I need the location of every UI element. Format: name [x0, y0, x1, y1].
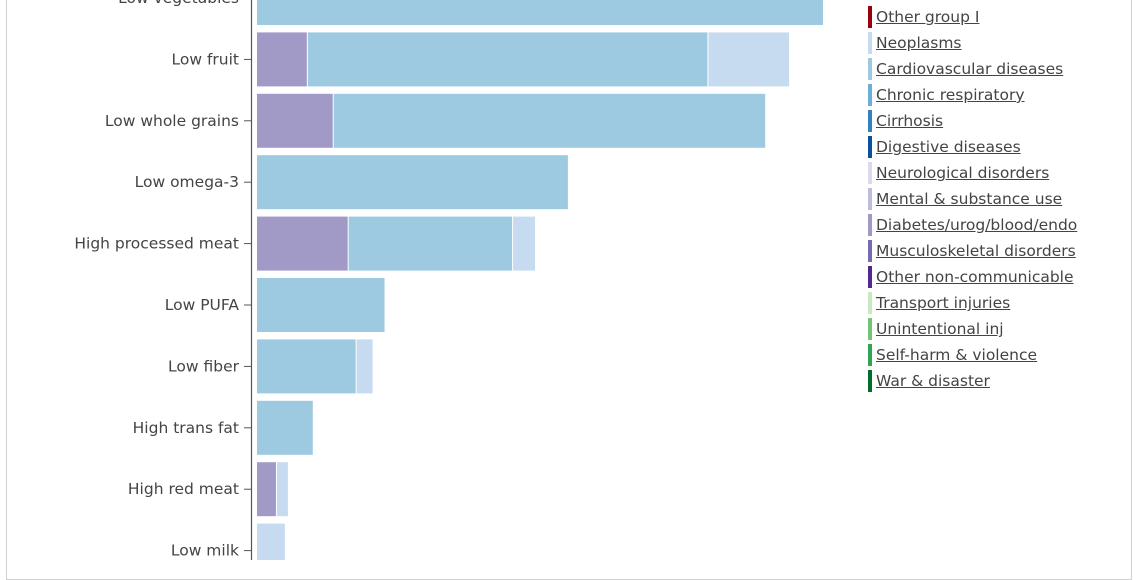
bar-low-milk-neoplasms[interactable]: [257, 523, 285, 560]
bar-low-fiber-cardiovascular-diseases[interactable]: [257, 339, 356, 394]
y-tick-label-low-omega-3: Low omega-3: [135, 173, 239, 191]
legend-swatch: [868, 110, 872, 132]
bar-high-red-meat-diabetes-urog-blood-endo[interactable]: [257, 462, 276, 517]
y-tick-label-low-fiber: Low fiber: [168, 357, 240, 375]
legend-item-other-group-i[interactable]: Other group I: [868, 4, 1077, 30]
legend-item-neurological-disorders[interactable]: Neurological disorders: [868, 160, 1077, 186]
bar-high-processed-meat-diabetes-urog-blood-endo[interactable]: [257, 216, 348, 271]
legend-item-other-non-communicable[interactable]: Other non-communicable: [868, 264, 1077, 290]
legend-label[interactable]: Other non-communicable: [876, 268, 1074, 286]
bar-low-pufa-cardiovascular-diseases[interactable]: [257, 278, 385, 332]
bar-low-fruit-neoplasms[interactable]: [708, 32, 790, 87]
y-tick-label-high-red-meat: High red meat: [128, 480, 239, 498]
legend-label[interactable]: Cirrhosis: [876, 112, 944, 130]
bars-group: [257, 0, 824, 560]
legend-label[interactable]: Neurological disorders: [876, 164, 1050, 182]
legend-item-chronic-respiratory[interactable]: Chronic respiratory: [868, 82, 1077, 108]
legend-label[interactable]: Transport injuries: [876, 294, 1011, 312]
y-tick-label-low-fruit: Low fruit: [172, 50, 240, 68]
y-tick-label-low-milk: Low milk: [171, 542, 239, 560]
legend-swatch: [868, 136, 872, 158]
legend-label[interactable]: Chronic respiratory: [876, 86, 1025, 104]
legend-label[interactable]: Unintentional inj: [876, 320, 1004, 338]
legend-label[interactable]: Self-harm & violence: [876, 346, 1038, 364]
legend-swatch: [868, 240, 872, 262]
legend-swatch: [868, 292, 872, 314]
legend-swatch: [868, 266, 872, 288]
legend-item-neoplasms[interactable]: Neoplasms: [868, 30, 1077, 56]
legend-item-digestive-diseases[interactable]: Digestive diseases: [868, 134, 1077, 160]
y-tick-label-low-whole-grains: Low whole grains: [105, 112, 239, 130]
bar-low-omega-3-cardiovascular-diseases[interactable]: [257, 155, 568, 210]
bar-chart: Low vegetables Low fruit Low whole grains L…: [74, 0, 824, 560]
legend-item-war-disaster[interactable]: War & disaster: [868, 368, 1077, 394]
bar-high-processed-meat-cardiovascular-diseases[interactable]: [348, 216, 513, 271]
legend-label[interactable]: Digestive diseases: [876, 138, 1021, 156]
legend-swatch: [868, 6, 872, 28]
y-ticks-group: Low vegetables Low fruit Low whole grains L…: [74, 0, 251, 560]
bar-low-vegetables-cardiovascular-diseases[interactable]: [257, 0, 824, 25]
legend-item-musculoskeletal-disorders[interactable]: Musculoskeletal disorders: [868, 238, 1077, 264]
y-tick-label-high-trans-fat: High trans fat: [133, 419, 239, 437]
legend-item-cardiovascular-diseases[interactable]: Cardiovascular diseases: [868, 56, 1077, 82]
legend-swatch: [868, 370, 872, 392]
legend-swatch: [868, 214, 872, 236]
legend-swatch: [868, 188, 872, 210]
bar-high-processed-meat-neoplasms[interactable]: [513, 216, 536, 271]
bar-low-fruit-cardiovascular-diseases[interactable]: [307, 32, 708, 87]
legend-label[interactable]: Cardiovascular diseases: [876, 60, 1064, 78]
legend-item-unintentional-inj[interactable]: Unintentional inj: [868, 316, 1077, 342]
legend-item-diabetes-urog-blood-endo[interactable]: Diabetes/urog/blood/endo: [868, 212, 1077, 238]
legend-swatch: [868, 162, 872, 184]
legend-swatch: [868, 58, 872, 80]
legend-label[interactable]: Diabetes/urog/blood/endo: [876, 216, 1078, 234]
legend-swatch: [868, 344, 872, 366]
legend-label[interactable]: Other group I: [876, 8, 980, 26]
legend-label[interactable]: War & disaster: [876, 372, 990, 390]
bar-high-red-meat-neoplasms[interactable]: [276, 462, 288, 517]
legend-item-cirrhosis[interactable]: Cirrhosis: [868, 108, 1077, 134]
legend-item-mental-substance-use[interactable]: Mental & substance use: [868, 186, 1077, 212]
bar-low-fiber-neoplasms[interactable]: [356, 339, 373, 394]
bar-low-whole-grains-diabetes-urog-blood-endo[interactable]: [257, 93, 333, 148]
legend-swatch: [868, 32, 872, 54]
y-tick-label-low-vegetables: Low vegetables: [118, 0, 239, 7]
legend-swatch: [868, 84, 872, 106]
bar-low-whole-grains-cardiovascular-diseases[interactable]: [333, 93, 766, 148]
legend-item-transport-injuries[interactable]: Transport injuries: [868, 290, 1077, 316]
legend-label[interactable]: Neoplasms: [876, 34, 962, 52]
legend-item-self-harm-violence[interactable]: Self-harm & violence: [868, 342, 1077, 368]
bar-low-fruit-diabetes-urog-blood-endo[interactable]: [257, 32, 307, 87]
y-tick-label-high-processed-meat: High processed meat: [74, 235, 239, 253]
legend: Other group I Neoplasms Cardiovascular dis…: [868, 4, 1077, 394]
legend-swatch: [868, 318, 872, 340]
legend-label[interactable]: Musculoskeletal disorders: [876, 242, 1076, 260]
bar-high-trans-fat-cardiovascular-diseases[interactable]: [257, 400, 313, 455]
y-tick-label-low-pufa: Low PUFA: [165, 296, 240, 314]
legend-label[interactable]: Mental & substance use: [876, 190, 1063, 208]
